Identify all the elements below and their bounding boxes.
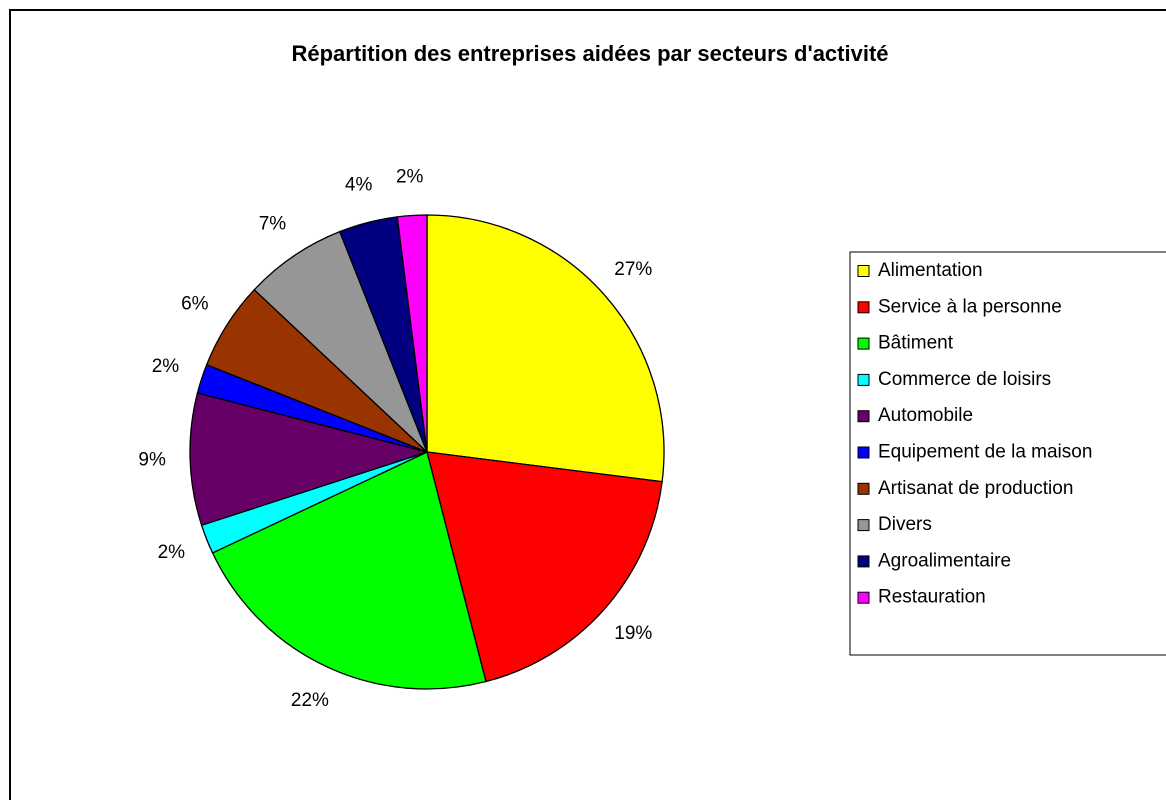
legend-label: Artisanat de production xyxy=(878,478,1073,499)
chart-title: Répartition des entreprises aidées par s… xyxy=(291,41,888,66)
legend-swatch xyxy=(857,265,870,277)
legend-swatch xyxy=(857,301,870,314)
pie-slice xyxy=(189,392,430,527)
data-label: 9% xyxy=(138,450,166,471)
pie-slice xyxy=(211,451,487,690)
legend-swatch xyxy=(857,482,870,495)
data-label: 19% xyxy=(614,623,652,644)
data-label: 2% xyxy=(158,542,186,563)
data-label: 2% xyxy=(396,167,424,188)
legend-label: Automobile xyxy=(878,405,973,426)
data-label: 27% xyxy=(614,259,652,280)
pie-slice xyxy=(396,214,428,453)
legend-swatch xyxy=(857,591,870,604)
data-label: 4% xyxy=(345,175,373,196)
legend-label: Equipement de la maison xyxy=(878,442,1092,463)
data-label: 7% xyxy=(259,214,287,235)
legend-label: Divers xyxy=(878,514,932,535)
legend-label: Restauration xyxy=(878,587,986,608)
legend-swatch xyxy=(857,410,870,423)
legend-label: Agroalimentaire xyxy=(878,550,1011,571)
legend-label: Commerce de loisirs xyxy=(878,369,1051,390)
legend-swatch xyxy=(857,337,870,350)
legend-box xyxy=(849,251,1166,656)
data-label: 2% xyxy=(152,356,180,377)
legend-swatch xyxy=(857,519,870,532)
legend-swatch xyxy=(857,555,870,568)
data-label: 22% xyxy=(291,690,329,711)
legend-swatch xyxy=(857,373,870,386)
pie-slice xyxy=(253,230,428,453)
pie-slice xyxy=(426,451,663,683)
data-label: 6% xyxy=(181,294,209,315)
legend-swatch xyxy=(857,446,870,459)
legend-label: Service à la personne xyxy=(878,296,1062,317)
legend-label: Alimentation xyxy=(878,260,983,281)
pie-slice xyxy=(426,214,665,483)
legend-label: Bâtiment xyxy=(878,333,954,354)
